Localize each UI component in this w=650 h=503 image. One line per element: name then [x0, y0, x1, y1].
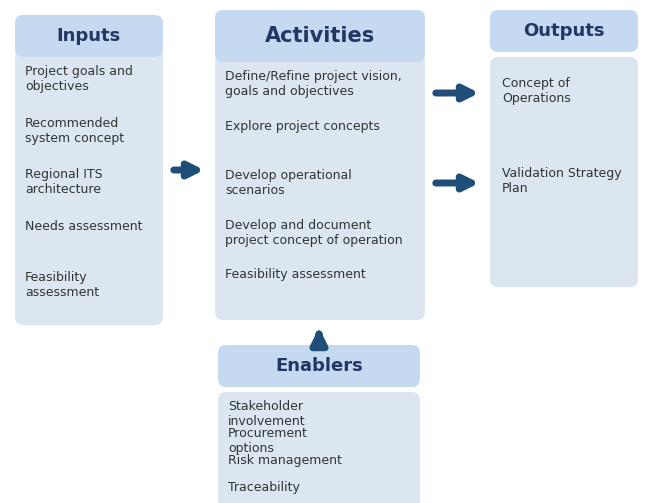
Text: Recommended
system concept: Recommended system concept [25, 117, 124, 144]
Text: Project goals and
objectives: Project goals and objectives [25, 65, 133, 93]
FancyBboxPatch shape [215, 54, 425, 320]
Text: Regional ITS
architecture: Regional ITS architecture [25, 168, 103, 196]
Text: Develop operational
scenarios: Develop operational scenarios [225, 169, 352, 197]
FancyBboxPatch shape [490, 10, 638, 52]
FancyBboxPatch shape [15, 15, 163, 57]
Text: Define/Refine project vision,
goals and objectives: Define/Refine project vision, goals and … [225, 70, 402, 98]
FancyBboxPatch shape [490, 57, 638, 287]
Text: Develop and document
project concept of operation: Develop and document project concept of … [225, 219, 402, 247]
Text: Traceability: Traceability [228, 481, 300, 494]
Text: Procurement
options: Procurement options [228, 427, 308, 455]
Text: Inputs: Inputs [57, 27, 121, 45]
Text: Stakeholder
involvement: Stakeholder involvement [228, 400, 306, 428]
Text: Validation Strategy
Plan: Validation Strategy Plan [502, 167, 621, 195]
Text: Feasibility
assessment: Feasibility assessment [25, 272, 99, 299]
Text: Activities: Activities [265, 26, 375, 46]
FancyBboxPatch shape [15, 49, 163, 325]
Text: Feasibility assessment: Feasibility assessment [225, 269, 366, 281]
Text: Concept of
Operations: Concept of Operations [502, 77, 571, 105]
Text: Enablers: Enablers [275, 357, 363, 375]
FancyBboxPatch shape [215, 10, 425, 62]
Text: Risk management: Risk management [228, 454, 342, 467]
Text: Explore project concepts: Explore project concepts [225, 120, 380, 133]
Text: Needs assessment: Needs assessment [25, 220, 142, 233]
Text: Outputs: Outputs [523, 22, 604, 40]
FancyBboxPatch shape [218, 392, 420, 503]
FancyBboxPatch shape [218, 345, 420, 387]
